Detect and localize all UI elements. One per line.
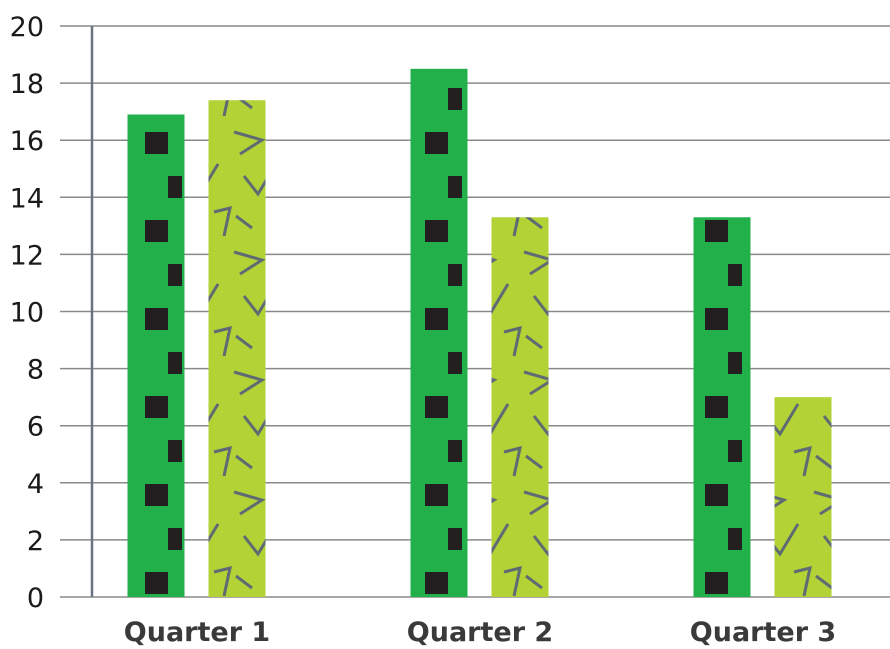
- x-category-label: Quarter 2: [407, 617, 553, 648]
- bar-pattern: [127, 114, 185, 597]
- labels: 0 2 4 6 8 10 12 14 16 18 20 Quarter 1 Quarter 2 Quart…: [10, 12, 837, 648]
- bar: [693, 217, 751, 597]
- y-tick-label: 12: [10, 240, 44, 271]
- y-tick-label: 16: [10, 126, 44, 157]
- bar: [774, 397, 832, 597]
- y-tick-label: 2: [27, 526, 44, 557]
- bar: [410, 68, 468, 597]
- y-tick-label: 20: [10, 12, 44, 43]
- bar-pattern: [693, 217, 751, 597]
- bar: [127, 114, 185, 597]
- x-category-label: Quarter 3: [690, 617, 836, 648]
- bar-pattern: [491, 217, 549, 597]
- bar-pattern: [208, 100, 266, 597]
- gridlines: [60, 25, 890, 598]
- bar-pattern: [410, 68, 468, 597]
- y-tick-label: 8: [27, 355, 44, 386]
- y-tick-label: 18: [10, 69, 44, 100]
- y-tick-label: 14: [10, 183, 44, 214]
- y-tick-label: 6: [27, 412, 44, 443]
- bar-pattern: [774, 397, 832, 597]
- bar: [208, 100, 266, 597]
- y-tick-label: 4: [27, 469, 44, 500]
- y-tick-label: 0: [27, 583, 44, 614]
- y-tick-label: 10: [10, 298, 44, 329]
- bars: [127, 68, 832, 597]
- bar: [491, 217, 549, 597]
- x-category-label: Quarter 1: [124, 617, 270, 648]
